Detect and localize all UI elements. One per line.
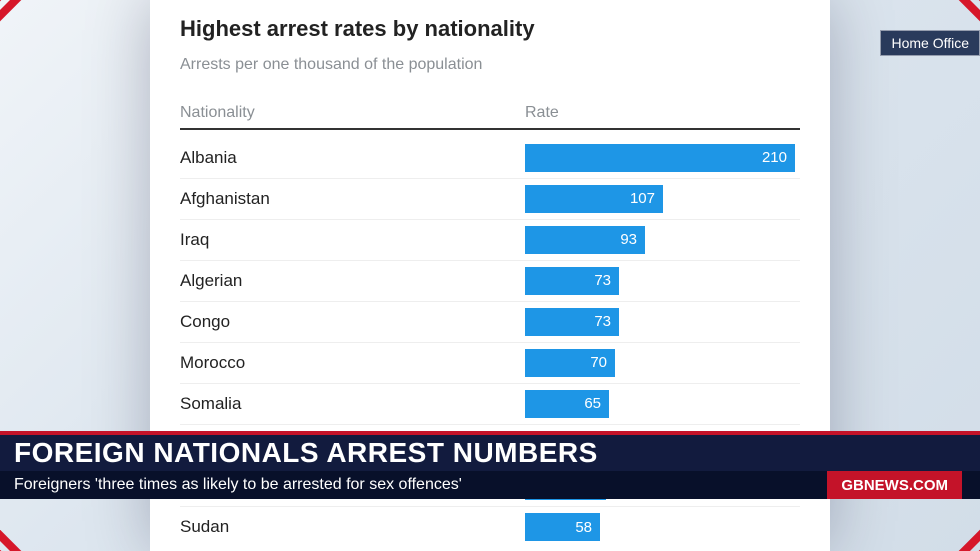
row-label: Iraq	[180, 230, 525, 250]
row-bar: 73	[525, 308, 619, 336]
row-bar-area: 70	[525, 349, 800, 377]
table-row: Morocco70	[180, 343, 800, 384]
row-label: Afghanistan	[180, 189, 525, 209]
lower-third: FOREIGN NATIONALS ARREST NUMBERS Foreign…	[0, 431, 980, 499]
col-header-nationality: Nationality	[180, 104, 525, 122]
row-bar-area: 73	[525, 308, 800, 336]
row-bar: 210	[525, 144, 795, 172]
headline-bar: FOREIGN NATIONALS ARREST NUMBERS	[0, 431, 980, 471]
row-bar: 70	[525, 349, 615, 377]
table-row: Afghanistan107	[180, 179, 800, 220]
table-row: Congo73	[180, 302, 800, 343]
row-bar-area: 73	[525, 267, 800, 295]
row-label: Congo	[180, 312, 525, 332]
table-row: Somalia65	[180, 384, 800, 425]
subheadline-text: Foreigners 'three times as likely to be …	[0, 476, 476, 494]
row-bar: 107	[525, 185, 663, 213]
row-bar: 73	[525, 267, 619, 295]
row-bar-area: 65	[525, 390, 800, 418]
row-bar: 65	[525, 390, 609, 418]
row-label: Somalia	[180, 394, 525, 414]
chart-subtitle: Arrests per one thousand of the populati…	[180, 56, 800, 74]
table-row: Sudan58	[180, 507, 800, 548]
corner-stripe	[0, 0, 85, 85]
chart-title: Highest arrest rates by nationality	[180, 16, 800, 42]
broadcast-frame: Home Office Highest arrest rates by nati…	[0, 0, 980, 551]
row-label: Albania	[180, 148, 525, 168]
row-label: Algerian	[180, 271, 525, 291]
source-attribution: Home Office	[880, 30, 980, 56]
col-header-rate: Rate	[525, 104, 800, 122]
row-bar-area: 210	[525, 144, 800, 172]
row-bar: 93	[525, 226, 645, 254]
row-label: Sudan	[180, 517, 525, 537]
chart-column-headers: Nationality Rate	[180, 104, 800, 122]
row-bar-area: 58	[525, 513, 800, 541]
row-bar: 58	[525, 513, 600, 541]
subheadline-bar: Foreigners 'three times as likely to be …	[0, 471, 980, 499]
row-bar-area: 107	[525, 185, 800, 213]
network-logo: GBNEWS.COM	[827, 471, 962, 499]
row-bar-area: 93	[525, 226, 800, 254]
table-row: Algerian73	[180, 261, 800, 302]
table-row: Albania210	[180, 138, 800, 179]
table-row: Iraq93	[180, 220, 800, 261]
header-rule	[180, 128, 800, 130]
row-label: Morocco	[180, 353, 525, 373]
headline-text: FOREIGN NATIONALS ARREST NUMBERS	[0, 437, 612, 469]
